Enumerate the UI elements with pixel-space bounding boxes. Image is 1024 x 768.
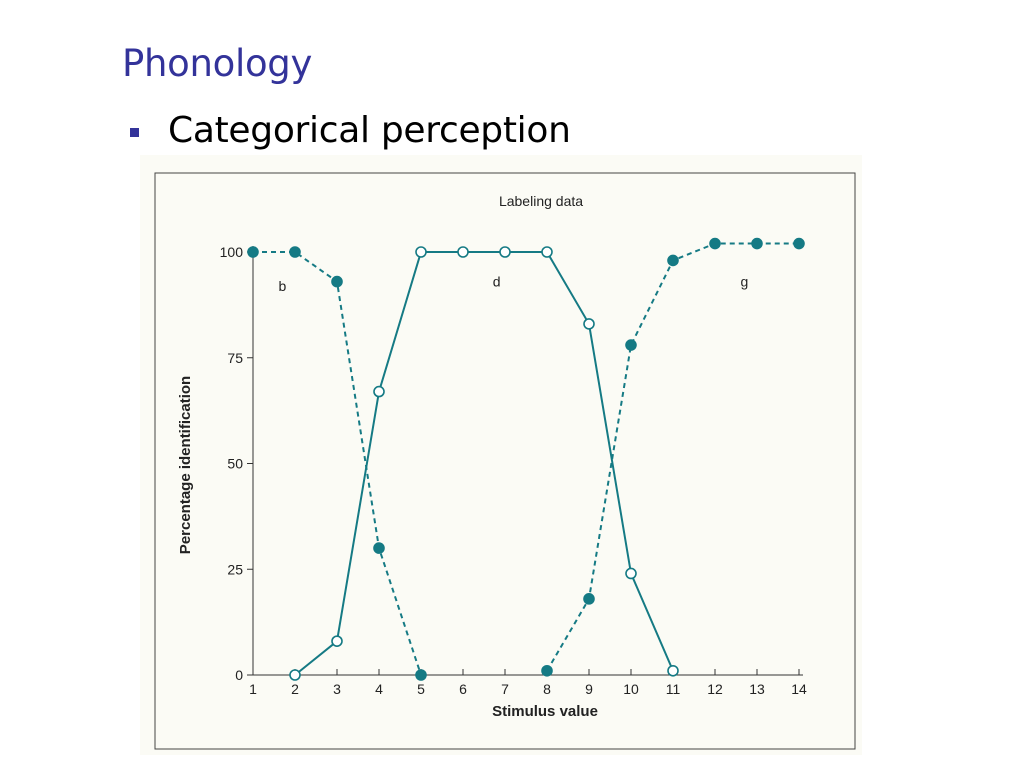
series-2-point: [331, 635, 343, 647]
x-tick-label: 7: [501, 681, 509, 697]
bullet-item: Categorical perception: [130, 110, 571, 151]
x-tick-label: 4: [375, 681, 383, 697]
series-3-line: [546, 242, 799, 672]
x-tick-label: 2: [291, 681, 299, 697]
series-3-point: [667, 254, 679, 267]
series-3-point: [793, 237, 805, 250]
series-3-point: [709, 237, 721, 250]
series-1-line: [253, 251, 422, 676]
y-tick-label: 75: [227, 350, 243, 366]
figure-panel: 0 25 50 75 100 1 2 3 4 5 6 7 8 9 10 11 12 13 14 b d g Labelin…: [140, 155, 862, 755]
y-axis-title: Percentage identification: [177, 376, 194, 554]
series-3-point: [751, 237, 763, 250]
slide-title: Phonology: [122, 42, 313, 85]
series-2-point: [499, 246, 511, 258]
x-tick-label: 9: [585, 681, 593, 697]
series-2-line: [294, 251, 674, 676]
y-tick-label: 25: [227, 561, 243, 577]
region-label-g: g: [741, 274, 749, 290]
y-tick-label: 0: [235, 667, 243, 683]
series-2-point: [541, 246, 553, 258]
x-tick-label: 14: [791, 681, 807, 697]
x-tick-label: 3: [333, 681, 341, 697]
x-tick-label: 1: [249, 681, 257, 697]
region-label-b: b: [279, 278, 287, 294]
x-axis-title: Stimulus value: [492, 703, 598, 720]
series-2-point: [457, 246, 469, 258]
x-tick-label: 11: [666, 681, 681, 697]
series-1-point: [247, 246, 259, 258]
y-tick-label: 100: [220, 244, 244, 260]
x-tick-label: 13: [749, 681, 765, 697]
series-3-point: [625, 339, 637, 351]
series-1-point: [415, 669, 427, 681]
series-2-point: [625, 567, 637, 580]
x-tick-label: 6: [459, 681, 467, 697]
series-markers-layer: [247, 237, 805, 681]
series-2-point: [373, 385, 385, 398]
x-tick-label: 5: [417, 681, 425, 697]
region-label-d: d: [493, 274, 501, 290]
series-3-point: [583, 593, 595, 605]
bullet-square-icon: [130, 128, 139, 137]
series-2-point: [415, 246, 427, 258]
series-1-point: [331, 275, 343, 288]
x-tick-label: 12: [707, 681, 723, 697]
series-3-point: [541, 664, 553, 677]
chart-frame: [154, 172, 856, 750]
chart-title: Labeling data: [499, 193, 583, 209]
series-2-point: [289, 669, 301, 681]
series-lines-layer: [253, 242, 799, 676]
series-2-point: [583, 318, 595, 330]
y-tick-label: 50: [227, 456, 243, 472]
x-tick-label: 8: [543, 681, 551, 697]
bullet-text: Categorical perception: [168, 110, 571, 151]
series-1-point: [373, 542, 385, 554]
series-1-point: [289, 246, 301, 258]
x-tick-label: 10: [623, 681, 639, 697]
series-2-point: [667, 664, 679, 677]
